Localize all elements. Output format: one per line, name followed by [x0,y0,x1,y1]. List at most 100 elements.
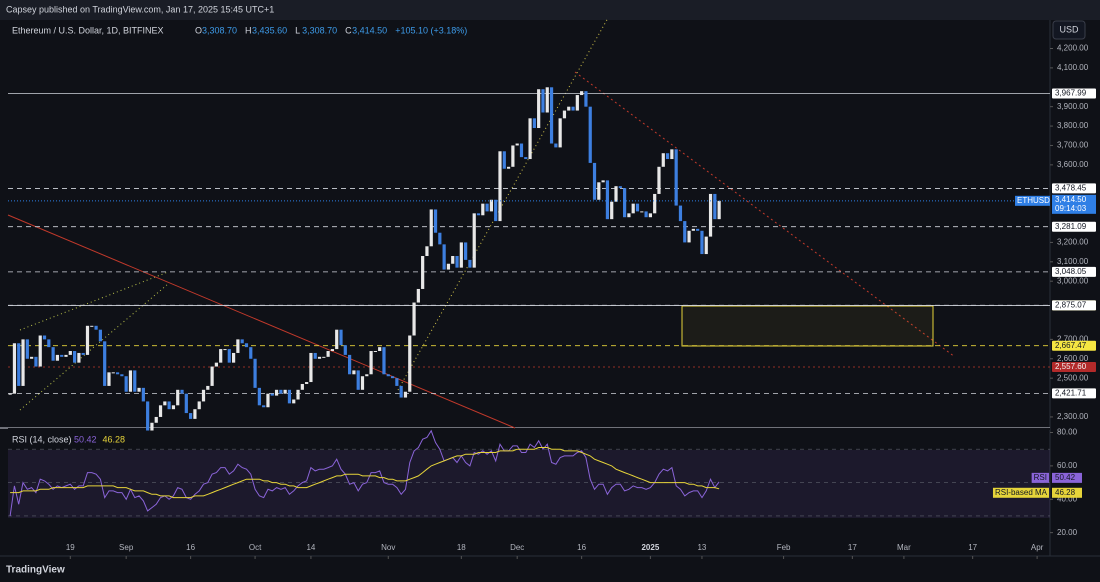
candle [167,401,171,410]
candle [309,352,313,383]
currency[interactable]: USD [1059,24,1079,34]
symbol-tag-bg [1015,195,1050,206]
candle [674,149,678,206]
candle [519,143,524,158]
candle [506,166,511,169]
rsi-line [9,429,720,517]
series-name-bg [992,487,1049,498]
x-tick-label: 13 [697,543,706,552]
candle [610,201,614,220]
candle [81,352,85,355]
candle [266,393,270,408]
y-tick-label: 80.00 [1057,428,1078,437]
level-label: 2,421.71 [1055,388,1087,397]
candle [90,325,94,327]
x-tick-label: Dec [510,543,524,552]
ohlc-value: 3,308.70 [302,25,337,35]
candle [532,118,536,129]
candle [687,230,691,243]
candle [575,95,579,111]
x-tick-label: 14 [306,543,315,552]
ohlc-key: L [295,25,300,35]
candle [635,203,640,212]
countdown: 09:14:03 [1055,204,1087,213]
candle [545,87,549,113]
candle [438,232,442,245]
candle [494,199,498,222]
x-tick-label: 19 [66,543,75,552]
legend-value: 46.28 [103,434,126,444]
level-label-bg [1052,300,1096,311]
candle [683,221,687,243]
candle [163,401,167,406]
trendline [574,71,956,358]
candle [623,188,627,218]
x-tick-label: Nov [381,543,395,552]
candle [201,389,206,402]
candle [571,106,575,111]
candle [403,391,408,398]
x-tick-label: Mar [897,543,911,552]
candle [270,393,274,396]
y-tick-label: 3,200.00 [1057,238,1089,247]
candle [322,356,326,358]
candle [317,356,322,359]
level-label-bg [1052,88,1096,99]
y-tick-label: 4,200.00 [1057,44,1089,53]
candle [146,401,150,431]
candle [244,343,249,348]
y-tick-label: 3,900.00 [1057,102,1089,111]
y-tick-label: 20.00 [1057,528,1078,537]
candle [236,339,240,353]
candle [433,209,438,233]
rsi-title: RSI (14, close) [12,434,72,444]
ohlc-value: 3,308.70 [202,25,237,35]
candle [210,366,214,386]
candle [189,413,193,419]
candle [455,255,459,268]
candle [231,352,236,363]
candle [287,389,292,404]
candle [184,393,188,414]
series-name: RSI [1034,473,1047,482]
candle [515,143,519,146]
x-tick-label: Apr [1031,543,1044,552]
y-tick-label: 60.00 [1057,461,1078,470]
ohlc-value: 3,414.50 [352,25,387,35]
y-tick-label: 2,300.00 [1057,412,1089,421]
candle [223,349,227,351]
last-price-bg [1052,194,1096,214]
candle [468,259,472,268]
candle [283,389,287,394]
candle [541,89,545,113]
currency-button[interactable] [1052,20,1086,40]
candle [158,405,163,417]
candle [648,213,652,218]
candle [193,409,197,419]
y-tick-label: 3,800.00 [1057,121,1089,130]
candle [305,382,309,384]
candle [485,203,489,212]
candle [12,343,17,394]
candle [717,200,721,220]
level-label: 2,667.47 [1055,341,1087,350]
candle [326,351,330,357]
candle [25,339,29,359]
candle [21,339,25,386]
candle [352,370,356,375]
candle [524,157,528,160]
candle [390,376,395,379]
x-tick-label: Oct [249,543,262,552]
candle [644,211,648,218]
candle [558,118,562,148]
candle [386,374,390,377]
candle [257,387,261,406]
candle [313,352,317,359]
candle [554,143,558,148]
trendline [7,214,516,429]
candle [206,385,210,390]
candle [537,89,541,129]
candle [691,228,695,231]
candle [47,339,51,348]
last-value: 50.42 [1055,473,1076,482]
